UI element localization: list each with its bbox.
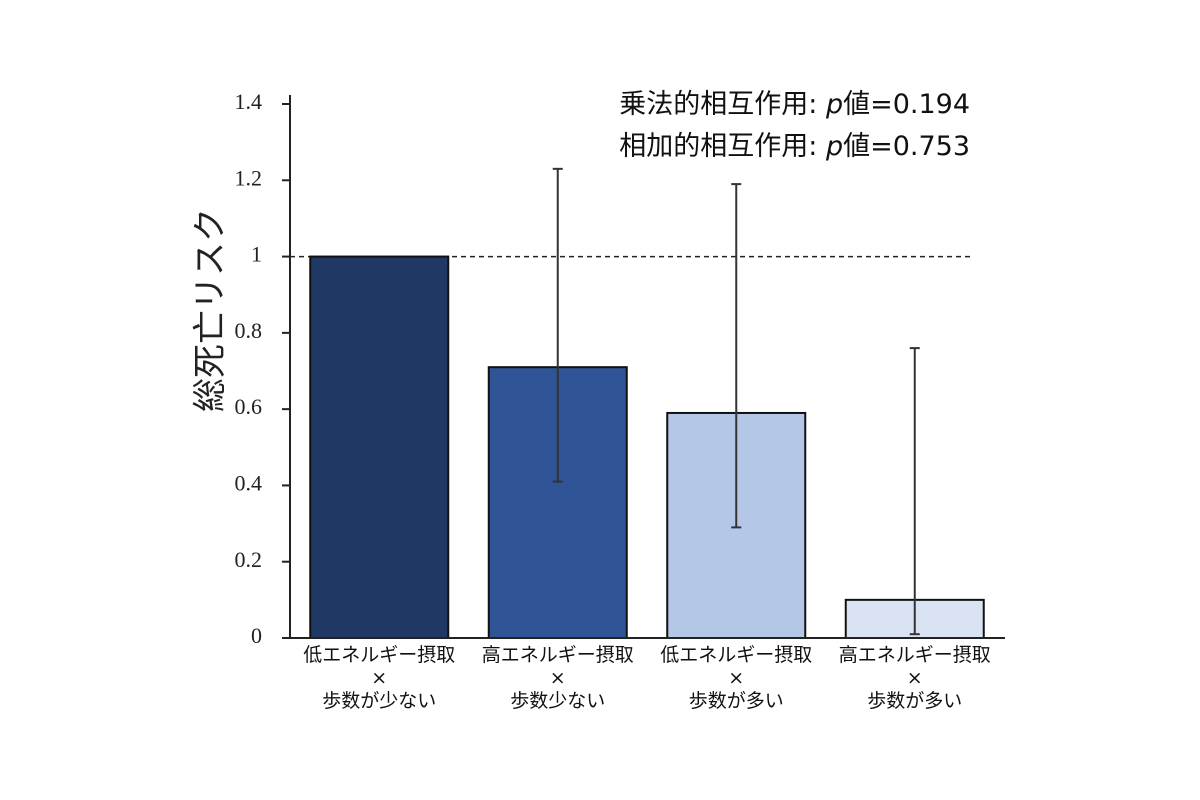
y-axis-label: 総死亡リスク xyxy=(191,208,231,412)
category-label: × xyxy=(371,667,387,689)
category-label: 歩数が多い xyxy=(689,690,784,712)
y-tick-label: 0.6 xyxy=(235,394,263,419)
category-label: 高エネルギー摂取 xyxy=(839,644,991,666)
y-tick-label: 0.8 xyxy=(235,318,263,343)
category-label: 歩数が多い xyxy=(867,690,962,712)
category-label: × xyxy=(728,667,744,689)
category-label: 低エネルギー摂取 xyxy=(660,644,812,666)
category-labels: 低エネルギー摂取×歩数が少ない高エネルギー摂取×歩数少ない低エネルギー摂取×歩数… xyxy=(303,644,991,712)
interaction-annotation: 相加的相互作用: p値=0.753 xyxy=(619,131,970,162)
axes-layer xyxy=(289,95,1005,639)
interaction-annotation: 乗法的相互作用: p値=0.194 xyxy=(619,89,970,120)
y-tick-label: 0 xyxy=(251,623,262,648)
y-tick-label: 0.2 xyxy=(235,547,263,572)
category-label: × xyxy=(907,667,923,689)
error-bars xyxy=(552,167,920,636)
category-label: × xyxy=(550,667,566,689)
y-tick-label: 0.4 xyxy=(235,470,263,495)
y-ticks: 0 0.2 0.4 0.6 0.8 1 1.2 1.4 xyxy=(235,89,290,648)
category-label: 歩数少ない xyxy=(510,690,605,712)
bar xyxy=(309,255,450,639)
annotations: 乗法的相互作用: p値=0.194 相加的相互作用: p値=0.753 xyxy=(619,89,970,162)
y-tick-label: 1.2 xyxy=(235,165,263,190)
y-tick-label: 1.4 xyxy=(235,89,263,114)
category-label: 高エネルギー摂取 xyxy=(482,644,634,666)
category-label: 低エネルギー摂取 xyxy=(303,644,455,666)
bars-layer xyxy=(309,255,985,640)
category-label: 歩数が少ない xyxy=(322,690,436,712)
y-tick-label: 1 xyxy=(251,242,262,267)
